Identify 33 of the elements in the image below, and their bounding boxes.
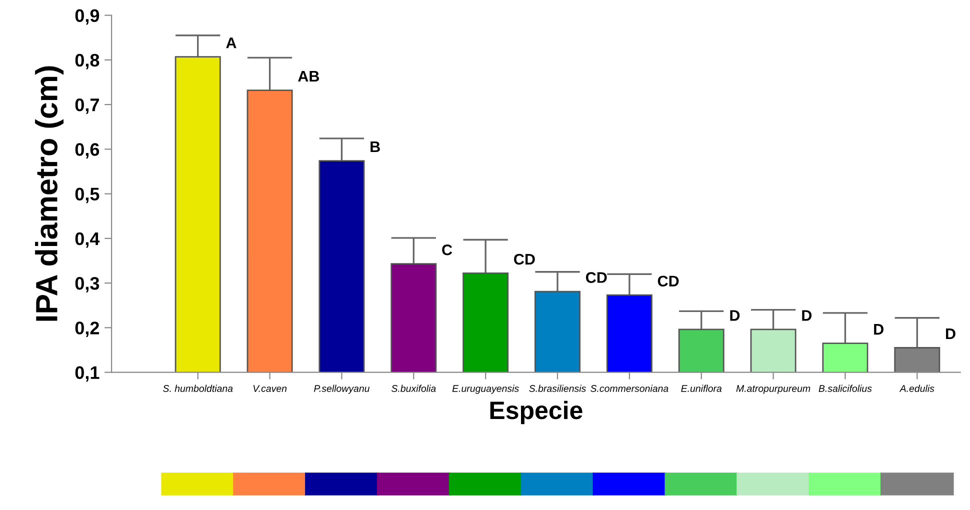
y-axis-title: IPA diametro (cm) [35, 66, 64, 321]
y-tick-label: 0,1 [75, 366, 100, 382]
x-tick-label: S.buxifolia [391, 384, 436, 392]
annotation: AB [298, 71, 320, 82]
x-tick-label: V.caven [253, 385, 287, 392]
y-tick-label: 0,5 [75, 188, 100, 204]
x-tick-label: A.edulis [899, 384, 934, 392]
annotation: CD [658, 276, 679, 287]
x-axis-title: Especie [490, 400, 582, 424]
annotation: CD [586, 272, 607, 283]
y-tick-label: 0,6 [75, 143, 100, 159]
annotation: CD [514, 254, 535, 265]
annotation: A [226, 38, 236, 48]
y-tick-label: 0,7 [75, 98, 99, 114]
x-tick-label: S. humboldtiana [163, 384, 233, 392]
y-tick-label: 0,2 [75, 322, 100, 338]
x-tick-label: E.uniflora [681, 384, 722, 392]
x-tick-label: S.commersoniana [590, 384, 668, 392]
annotation: B [370, 142, 380, 152]
y-tick-label: 0,3 [75, 276, 100, 292]
y-tick-label: 0,8 [75, 54, 100, 70]
y-tick-label: 0,4 [75, 232, 100, 248]
x-tick-label: M.atropurpureum [736, 385, 810, 394]
x-tick-label: P.sellowyanu [314, 384, 370, 394]
annotation: D [730, 310, 740, 321]
annotation: D [874, 324, 884, 335]
x-tick-label: B.salicifolius [818, 384, 872, 392]
annotation: C [442, 244, 452, 256]
annotation: D [946, 328, 956, 340]
x-tick-label: S.brasiliensis [529, 384, 586, 392]
x-tick-label: E.uruguayensis [452, 384, 519, 394]
y-tick-label: 0,9 [75, 9, 100, 25]
annotation: D [802, 310, 812, 321]
